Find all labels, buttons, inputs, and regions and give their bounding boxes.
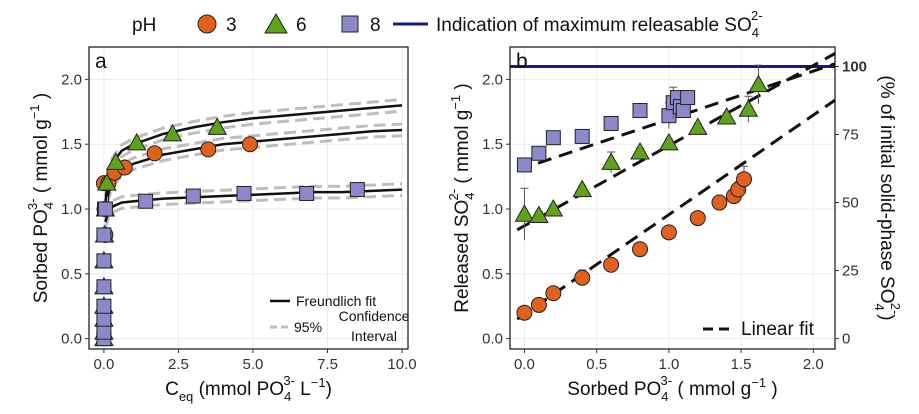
data-point xyxy=(97,228,111,242)
data-point xyxy=(546,131,560,145)
linear-fit-line xyxy=(517,53,835,229)
data-point xyxy=(739,100,757,116)
y-tick-label: 0.5 xyxy=(482,266,503,283)
panel-label: a xyxy=(95,50,107,73)
panel-b: 0.0 0.5 1.0 1.5 2.0 0.0 0.5 1.0 1.5 2.0 0 25 50 75 100… xyxy=(446,47,903,404)
data-point xyxy=(602,153,620,169)
data-point xyxy=(97,280,111,294)
x-tick-label: 5.0 xyxy=(243,356,264,373)
data-point xyxy=(604,257,619,272)
legend-max-sup: 2- xyxy=(751,8,763,23)
x-tick-label: 2.0 xyxy=(803,356,824,373)
data-point xyxy=(147,146,162,161)
data-point xyxy=(661,225,676,240)
panel-a: 0.0 2.5 5.0 7.5 10.0 0.0 0.5 1.0 1.5 2.0 a Ceq (mmo… xyxy=(25,47,417,404)
x-tick-label: 0.0 xyxy=(93,356,114,373)
data-point xyxy=(712,195,727,210)
data-point xyxy=(749,76,767,92)
data-point xyxy=(237,186,251,200)
legend-marker-ph6 xyxy=(265,14,287,33)
data-point xyxy=(517,158,531,172)
data-point xyxy=(517,305,532,320)
data-point xyxy=(544,200,562,216)
legend-marker-ph3 xyxy=(198,15,216,33)
data-point xyxy=(575,129,589,143)
data-point xyxy=(515,205,533,221)
data-point xyxy=(186,189,200,203)
y-axis-label: Sorbed PO43- ( mmol g−1 ) xyxy=(25,93,56,303)
x-tick-label: 0.5 xyxy=(586,356,607,373)
data-point xyxy=(97,254,111,268)
fit-legend-label: Freundlich fit xyxy=(296,293,376,309)
y2-tick-label: 75 xyxy=(842,126,859,143)
data-point xyxy=(300,186,314,200)
data-point xyxy=(139,194,153,208)
data-point xyxy=(575,270,590,285)
y-tick-label: 0.0 xyxy=(482,331,503,348)
data-point xyxy=(604,116,618,130)
data-point xyxy=(546,286,561,301)
data-point xyxy=(690,211,705,226)
plot-area xyxy=(510,53,835,320)
y-tick-label: 1.0 xyxy=(482,201,503,218)
legend-marker-ph8 xyxy=(342,16,358,32)
data-point xyxy=(208,118,226,134)
x-axis-label: Sorbed PO43- ( mmol g−1 ) xyxy=(567,373,777,404)
data-point xyxy=(97,312,111,326)
legend-title: pH xyxy=(132,15,156,36)
data-point xyxy=(98,202,112,216)
legend-max-sub: 4 xyxy=(752,25,759,40)
data-point xyxy=(97,325,111,339)
data-point xyxy=(681,91,695,105)
y-tick-label: 2.0 xyxy=(61,71,82,88)
y-tick-label: 1.0 xyxy=(61,201,82,218)
legend-label-ph6: 6 xyxy=(296,15,307,36)
y-axis-label: Released SO42- ( mmol g−1 ) xyxy=(446,83,477,312)
top-legend: pH 3 6 8 Indication of maximum releasabl… xyxy=(132,8,763,40)
data-point xyxy=(532,146,546,160)
x-tick-label: 7.5 xyxy=(317,356,338,373)
linear-fit-legend-label: Linear fit xyxy=(741,319,815,340)
panel-label: b xyxy=(516,50,528,73)
data-point xyxy=(633,104,647,118)
x-tick-label: 0.0 xyxy=(514,356,535,373)
data-point xyxy=(676,104,690,118)
x-tick-label: 2.5 xyxy=(168,356,189,373)
y-tick-label: 1.5 xyxy=(482,136,503,153)
legend-label-ph3: 3 xyxy=(226,15,237,36)
data-point xyxy=(737,172,752,187)
y2-tick-label: 0 xyxy=(842,331,850,348)
ci-legend-line1: Confidence xyxy=(339,308,410,324)
data-point xyxy=(531,297,546,312)
y-tick-label: 0.0 xyxy=(61,331,82,348)
data-point xyxy=(97,299,111,313)
y2-tick-label: 100 xyxy=(842,58,867,75)
y-tick-label: 1.5 xyxy=(61,136,82,153)
data-point xyxy=(573,181,591,197)
y2-tick-label: 50 xyxy=(842,195,859,212)
y2-axis-label: (% of initial solid-phase SO42-) xyxy=(872,75,903,320)
y-tick-label: 0.5 xyxy=(61,266,82,283)
y-tick-label: 2.0 xyxy=(482,71,503,88)
data-point xyxy=(631,143,649,159)
x-axis-label: Ceq (mmol PO43- L−1) xyxy=(165,373,332,404)
ci-legend-line2: Interval xyxy=(351,328,397,344)
x-tick-label: 10.0 xyxy=(387,356,416,373)
legend-label-ph8: 8 xyxy=(370,15,381,36)
x-tick-label: 1.5 xyxy=(731,356,752,373)
data-point xyxy=(689,118,707,134)
x-tick-label: 1.0 xyxy=(658,356,679,373)
ci-legend-prefix: 95% xyxy=(294,319,322,335)
data-point xyxy=(201,142,216,157)
y2-tick-label: 25 xyxy=(842,263,859,280)
data-point xyxy=(633,242,648,257)
legend-max-text: Indication of maximum releasable SO xyxy=(436,15,752,36)
linear-fit-line xyxy=(517,100,835,319)
legend-max-label: Indication of maximum releasable SO4 2- xyxy=(436,8,763,40)
data-point xyxy=(242,137,257,152)
data-point xyxy=(350,183,364,197)
